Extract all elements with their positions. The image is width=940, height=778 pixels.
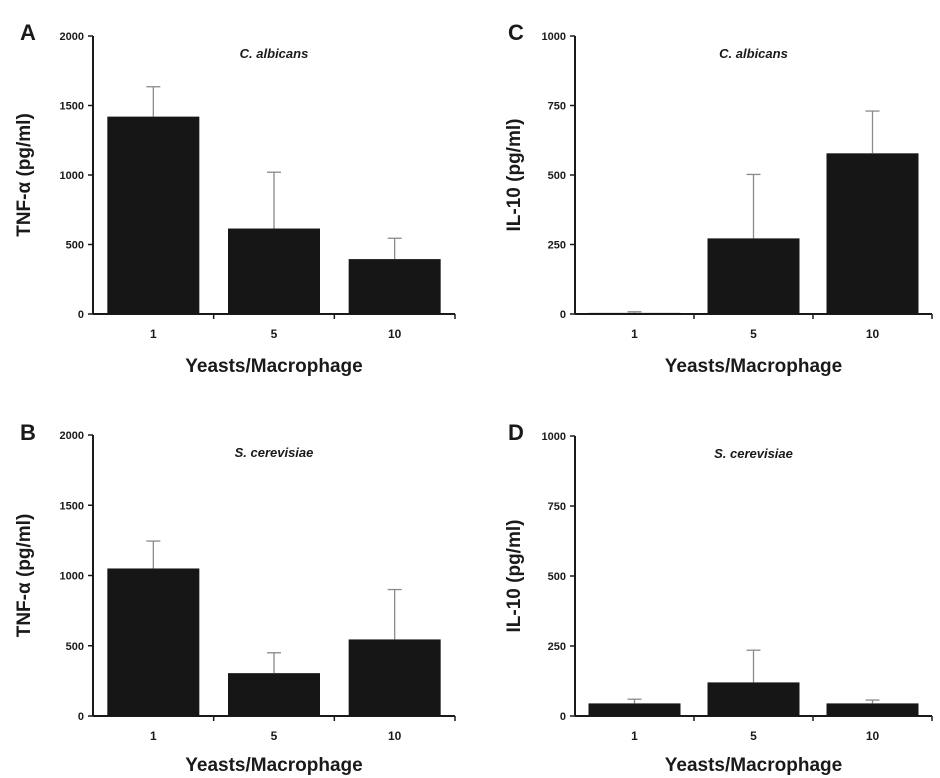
panel-b: B 0 500 1000 1500 2000 1 5 10 S. cerevisiae Yeasts… [14, 420, 456, 776]
bar-5 [707, 682, 800, 716]
x-category-label: 10 [388, 327, 402, 341]
bar-1 [588, 312, 681, 315]
x-category-label: 5 [271, 327, 278, 341]
x-category-label: 10 [866, 729, 880, 743]
bar-10 [348, 639, 441, 716]
x-category-label: 10 [388, 729, 402, 743]
panel-letter: B [20, 420, 36, 445]
x-category-label: 1 [150, 327, 157, 341]
y-axis-label: IL-10 (pg/ml) [504, 119, 525, 232]
y-tick-label: 0 [560, 711, 566, 723]
y-tick-label: 500 [548, 170, 566, 182]
y-axis-label: TNF-α (pg/ml) [14, 113, 35, 237]
y-axis-label: IL-10 (pg/ml) [504, 520, 525, 633]
x-axis-label: Yeasts/Macrophage [665, 755, 842, 776]
bar-1 [588, 703, 681, 716]
y-tick-label: 500 [548, 571, 566, 583]
bar-5 [228, 673, 320, 716]
x-category-label: 1 [150, 729, 157, 743]
bar-10 [826, 153, 919, 314]
y-tick-label: 2000 [60, 31, 84, 43]
y-tick-label: 750 [548, 101, 566, 113]
bar-5 [228, 228, 320, 314]
panel-title: S. cerevisiae [714, 446, 793, 461]
panel-letter: C [508, 20, 524, 45]
x-category-label: 5 [750, 729, 757, 743]
x-axis-label: Yeasts/Macrophage [185, 755, 362, 776]
panel-d: D 0 250 500 750 1000 1 5 10 S. cerevisiae Yeasts/M… [504, 420, 933, 776]
panel-title: S. cerevisiae [235, 445, 314, 460]
x-axis-label: Yeasts/Macrophage [665, 356, 842, 377]
y-tick-label: 1000 [60, 571, 84, 583]
y-tick-label: 1000 [542, 31, 566, 43]
panel-c: C 0 250 500 750 1000 1 5 10 C. albicans Yeasts/Mac… [504, 20, 933, 377]
bar-5 [707, 238, 800, 314]
y-tick-label: 750 [548, 501, 566, 513]
y-tick-label: 1000 [60, 170, 84, 182]
y-tick-label: 1500 [60, 500, 84, 512]
y-axis-label: TNF-α (pg/ml) [14, 514, 35, 638]
panel-title: C. albicans [240, 46, 309, 61]
panel-letter: D [508, 420, 524, 445]
x-category-label: 1 [631, 729, 638, 743]
bar-1 [107, 116, 200, 315]
panel-title: C. albicans [719, 46, 788, 61]
bar-10 [826, 703, 919, 716]
x-category-label: 10 [866, 327, 880, 341]
y-tick-label: 2000 [60, 430, 84, 442]
y-tick-label: 0 [78, 711, 84, 723]
x-axis-label: Yeasts/Macrophage [185, 356, 362, 377]
y-tick-label: 500 [66, 240, 84, 252]
x-category-label: 1 [631, 327, 638, 341]
bar-10 [348, 259, 441, 314]
panel-letter: A [20, 20, 36, 45]
y-tick-label: 500 [66, 641, 84, 653]
y-tick-label: 0 [560, 309, 566, 321]
y-tick-label: 1000 [542, 431, 566, 443]
x-category-label: 5 [750, 327, 757, 341]
y-tick-label: 0 [78, 309, 84, 321]
y-tick-label: 250 [548, 240, 566, 252]
x-category-label: 5 [271, 729, 278, 743]
y-tick-label: 250 [548, 641, 566, 653]
panel-a: A 0 500 1000 1500 2000 1 5 10 C. albicans Yeasts/M… [14, 20, 456, 377]
bar-1 [107, 568, 200, 716]
y-tick-label: 1500 [60, 101, 84, 113]
